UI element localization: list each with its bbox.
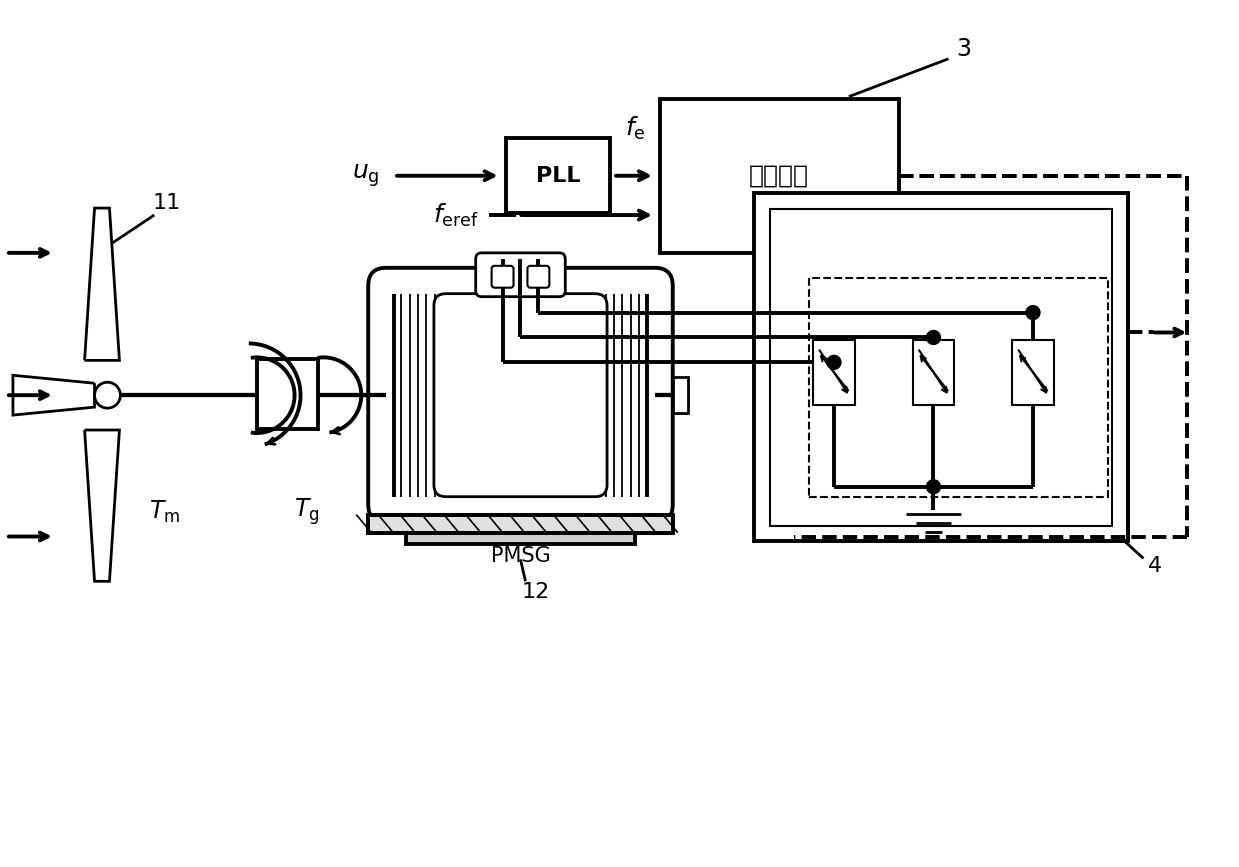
Bar: [506, 139, 610, 213]
Polygon shape: [12, 375, 94, 415]
Bar: [913, 340, 954, 405]
Text: 12: 12: [522, 583, 550, 603]
FancyBboxPatch shape: [368, 268, 673, 523]
Text: 控制装置: 控制装置: [750, 164, 809, 188]
Text: 3: 3: [955, 37, 971, 61]
Circle shape: [94, 382, 120, 408]
Circle shape: [927, 479, 940, 493]
Bar: [368, 515, 673, 532]
Text: $f_\mathrm{e}$: $f_\mathrm{e}$: [624, 114, 646, 141]
Bar: [406, 532, 634, 544]
Text: $u_\mathrm{g}$: $u_\mathrm{g}$: [352, 162, 380, 189]
Text: PLL: PLL: [535, 166, 580, 186]
Text: PMSG: PMSG: [491, 546, 550, 566]
Polygon shape: [84, 430, 119, 581]
FancyBboxPatch shape: [434, 294, 607, 497]
Bar: [809, 277, 1108, 497]
Polygon shape: [84, 208, 119, 361]
Bar: [673, 377, 688, 413]
FancyBboxPatch shape: [492, 266, 513, 288]
Bar: [771, 209, 1111, 525]
Text: $T_\mathrm{m}$: $T_\mathrm{m}$: [149, 499, 180, 525]
Circle shape: [927, 330, 940, 344]
Text: 11: 11: [154, 193, 181, 213]
Bar: [256, 359, 318, 429]
Text: $f_\mathrm{eref}$: $f_\mathrm{eref}$: [432, 201, 478, 229]
FancyBboxPatch shape: [528, 266, 549, 288]
Circle shape: [1026, 306, 1040, 320]
Circle shape: [826, 355, 841, 369]
Bar: [755, 193, 1127, 542]
FancyBboxPatch shape: [476, 253, 565, 297]
Bar: [1012, 340, 1054, 405]
Bar: [660, 99, 898, 253]
Text: $T_\mathrm{g}$: $T_\mathrm{g}$: [294, 496, 320, 527]
Bar: [813, 340, 855, 405]
Text: 4: 4: [1149, 557, 1162, 577]
